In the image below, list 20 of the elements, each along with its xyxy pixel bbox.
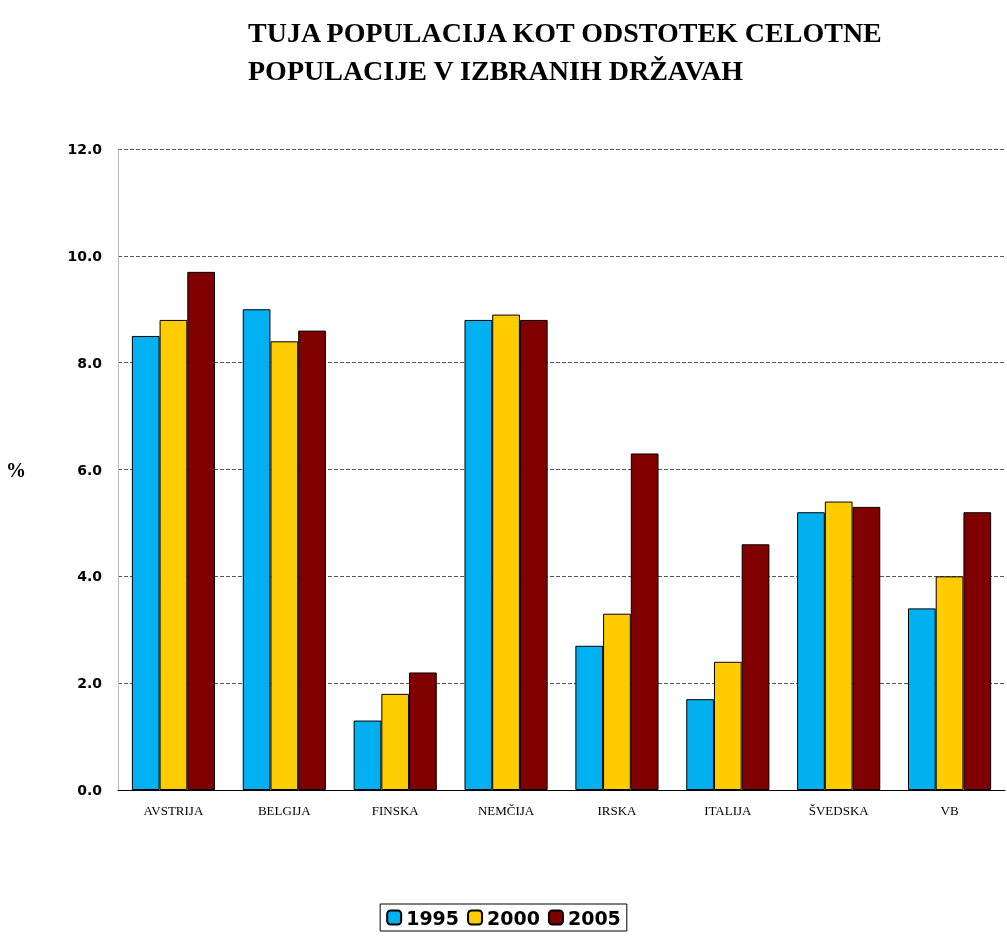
x-tick-label: FINSKA: [371, 803, 420, 818]
y-tick-label: 4.0: [77, 568, 103, 585]
y-tick-label: 8.0: [77, 354, 103, 371]
y-tick-label: 12.0: [67, 141, 103, 157]
legend-label: 2000: [487, 906, 540, 929]
x-tick-label: ŠVEDSKA: [808, 803, 870, 818]
x-tick-label: IRSKA: [597, 803, 638, 818]
y-tick-label: 10.0: [67, 247, 103, 264]
x-tick-label: BELGIJA: [257, 803, 312, 818]
x-tick-label: AVSTRIJA: [143, 803, 204, 818]
x-tick-label: ITALIJA: [704, 803, 753, 818]
y-tick-label: 2.0: [77, 675, 103, 692]
x-tick-label: VB: [940, 803, 959, 818]
y-tick-label: 0.0: [77, 782, 103, 798]
chart-title: TUJA POPULACIJA KOT ODSTOTEK CELOTNE POPULACIJE V IZBRANIH DRŽAVAH: [248, 16, 882, 86]
x-tick-label: NEMČIJA: [477, 803, 535, 818]
y-axis-title: %: [6, 458, 26, 481]
legend-label: 1995: [406, 906, 460, 929]
legend-label: 2005: [567, 906, 621, 929]
y-tick-label: 6.0: [77, 461, 103, 478]
